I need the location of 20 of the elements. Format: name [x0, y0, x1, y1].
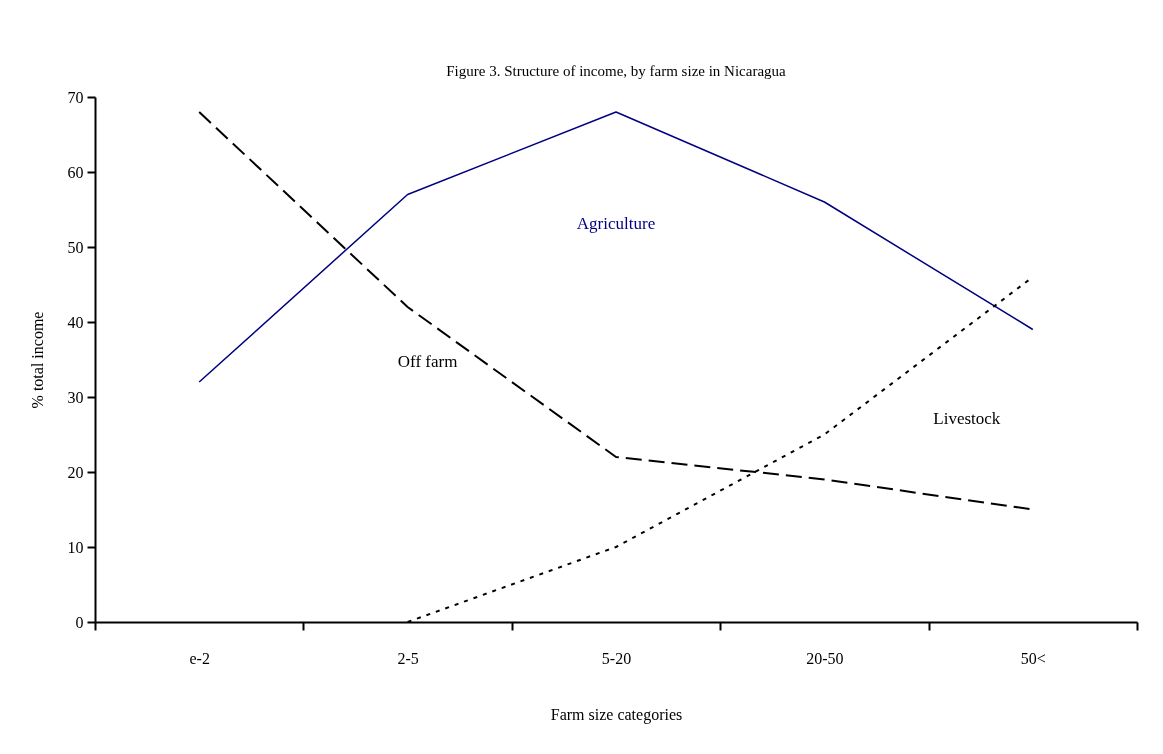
x-tick-label: 50<: [1020, 649, 1046, 667]
x-tick-label: 5-20: [601, 649, 632, 667]
text: Livestock: [933, 409, 1001, 428]
y-tick-label: 10: [67, 538, 84, 556]
text: Agriculture: [576, 214, 656, 233]
y-tick-label: 20: [67, 463, 84, 481]
y-tick-label: 30: [67, 388, 84, 406]
y-tick-label: 70: [67, 88, 84, 106]
line-series: [198, 111, 1034, 383]
x-tick-label: 20-50: [806, 649, 844, 667]
x-tick-label: 2-5: [397, 649, 419, 667]
x-axis-title: Farm size categories: [550, 705, 683, 724]
y-tick-label: 40: [67, 313, 84, 331]
x-tick-label: e-2: [189, 649, 210, 667]
series-label: Off farm: [397, 352, 458, 371]
chart-title: Figure 3. Structure of income, by farm size in Nicaragua: [446, 63, 787, 79]
y-tick-label: 60: [67, 163, 84, 181]
y-tick-label: 50: [67, 238, 84, 256]
y-tick-label: 0: [75, 613, 84, 631]
y-axis-title: % total income: [28, 311, 46, 409]
